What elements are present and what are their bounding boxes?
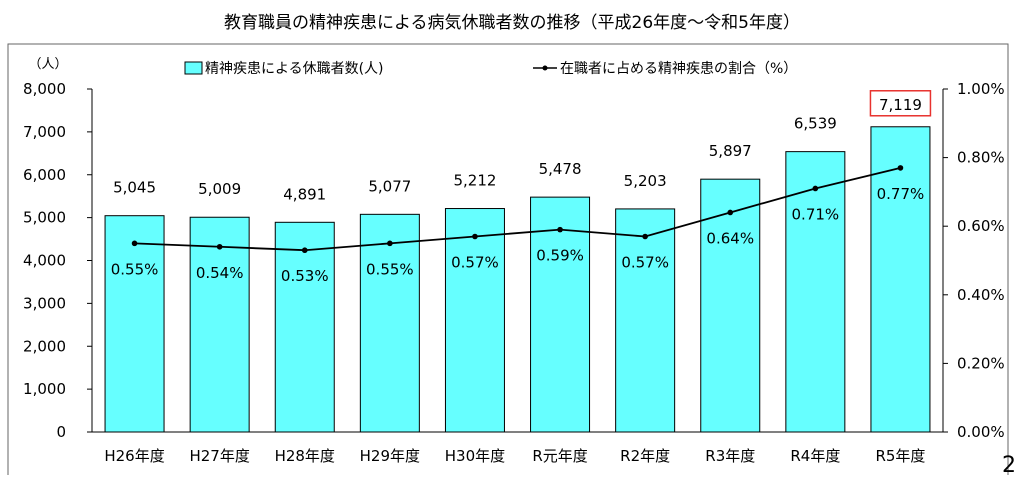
x-axis-tick-label: H29年度 [360,447,420,465]
bar-value-label: 5,203 [624,172,667,190]
line-value-label: 0.64% [706,229,754,247]
bar-value-label-highlighted: 7,119 [879,96,922,114]
line-point [642,233,648,240]
right-axis-tick-label: 0.80% [957,149,1005,167]
bar-value-label: 6,539 [794,115,837,133]
bar-value-label: 5,478 [539,160,582,178]
bar [444,208,505,433]
left-axis-unit-label: （人） [28,57,67,72]
line-value-label: 0.55% [366,260,414,278]
x-axis-tick-label: R元年度 [532,447,587,465]
left-axis-tick-label: 8,000 [23,80,66,98]
left-axis-tick-label: 3,000 [23,294,66,312]
bar-data-labels: 5,045 5,009 4,891 5,077 5,212 5,478 5,203 5,897… [113,115,837,204]
x-axis-tick-label: R4年度 [790,447,840,465]
legend: 精神疾患による休職者数(人) 在職者に占める精神疾患の割合（%） [184,60,797,77]
highlight-box [869,90,932,117]
line-value-label: 0.57% [451,253,499,271]
legend-line-label: 在職者に占める精神疾患の割合（%） [560,60,797,77]
x-axis-tick-label: H27年度 [189,447,249,465]
page-number: 2 [1002,453,1016,475]
line-value-label: 0.55% [111,260,159,278]
bar [530,196,591,433]
bar [189,216,250,433]
bar [615,208,676,433]
left-axis-tick-label: 2,000 [23,337,66,355]
highlight-box-group: 7,119 [869,90,932,117]
right-axis-tick-label: 0.20% [957,354,1005,372]
line-value-label: 0.77% [877,185,925,203]
left-axis-tick-label: 7,000 [23,123,66,141]
right-axis-tick-label: 0.00% [957,423,1005,441]
legend-bar-label: 精神疾患による休職者数(人) [205,61,384,77]
legend-bar-swatch [184,61,203,75]
bar [274,221,335,433]
bar [104,215,165,433]
bar [359,213,420,433]
chart-frame [7,43,1009,479]
bar-value-label: 4,891 [283,185,326,203]
line-path [134,167,901,252]
line-value-label: 0.59% [536,247,584,265]
line-point [131,240,138,247]
bar-value-label: 5,045 [113,179,156,197]
legend-line-marker [542,65,548,71]
line-value-label: 0.53% [281,267,329,285]
line-value-label: 0.54% [196,264,244,282]
line-data-labels: 0.55% 0.54% 0.53% 0.55% 0.57% 0.59% 0.57% 0.64%… [111,185,925,285]
line-value-label: 0.71% [792,205,840,223]
line-point [301,247,308,254]
x-axis-tick-label: R2年度 [620,447,670,465]
line-value-label: 0.57% [621,253,669,271]
bar-series [104,126,931,433]
line-point [897,165,904,171]
bar-value-label: 5,009 [198,180,241,198]
line-point [812,185,819,192]
left-axis-ticks: 0 1,000 2,000 3,000 4,000 5,000 6,000 7,000 8,00… [23,80,92,441]
line-point [727,209,734,216]
line-point [216,243,223,250]
left-axis-tick-label: 5,000 [23,209,66,227]
left-axis-tick-label: 4,000 [23,252,66,270]
x-axis-tick-label: H26年度 [104,447,164,465]
left-axis-tick-label: 1,000 [23,380,66,398]
x-axis-tick-label: R5年度 [875,447,925,465]
bar [700,178,761,433]
right-axis-tick-label: 0.60% [957,217,1005,235]
x-axis-tick-label: H30年度 [445,447,505,465]
bar-value-label: 5,077 [368,177,411,195]
bar-value-label: 5,212 [453,172,496,190]
bar-value-label: 5,897 [709,142,752,160]
left-axis-tick-label: 6,000 [23,166,66,184]
bar [785,151,846,433]
right-axis-tick-label: 0.40% [957,286,1005,304]
left-axis-tick-label: 0 [56,423,66,441]
x-axis-tick-labels: H26年度 H27年度 H28年度 H29年度 H30年度 R元年度 R2年度 R3年度 R4年… [104,447,925,465]
right-axis-tick-label: 1.00% [957,80,1005,98]
bar [870,126,931,433]
x-axis-tick-label: H28年度 [275,447,335,465]
chart-title: 教育職員の精神疾患による病気休職者数の推移（平成26年度～令和5年度） [224,13,800,33]
line-point [557,226,563,233]
right-axis-ticks: 0.00% 0.20% 0.40% 0.60% 0.80% 1.00% [943,80,1005,441]
line-point [472,233,478,240]
line-point [387,240,393,247]
line-series [131,165,904,254]
x-axis-tick-label: R3年度 [705,447,755,465]
